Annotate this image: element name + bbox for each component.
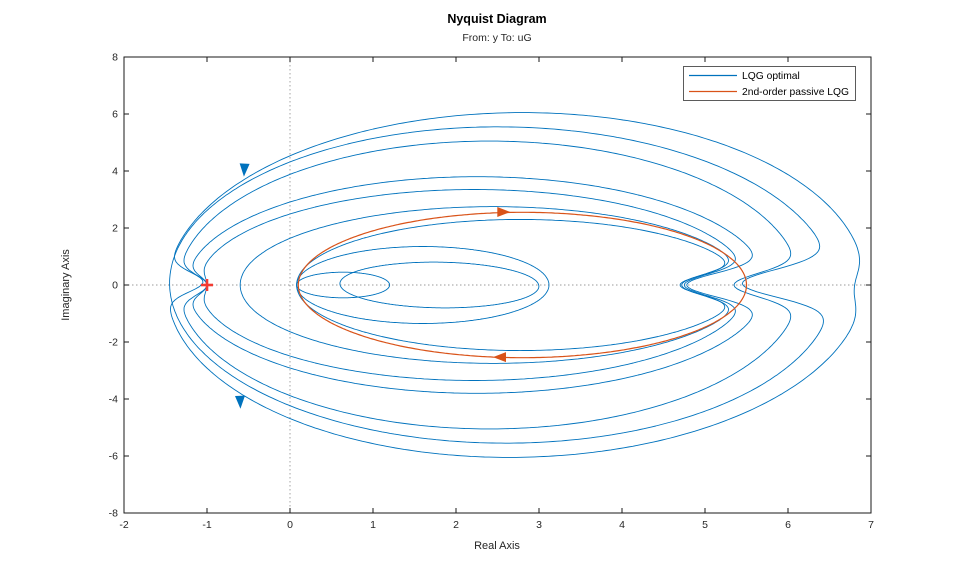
direction-arrow — [497, 207, 511, 217]
x-axis-label: Real Axis — [474, 540, 520, 552]
x-tick-label: 3 — [536, 519, 542, 531]
x-tick-label: 2 — [453, 519, 459, 531]
y-tick-label: -4 — [109, 394, 118, 406]
nyquist-loop[interactable] — [170, 112, 861, 458]
x-tick-label: 7 — [868, 519, 874, 531]
nyquist-loop[interactable] — [203, 189, 736, 381]
y-tick-label: -6 — [109, 451, 118, 463]
direction-arrow — [493, 352, 506, 363]
nyquist-loop[interactable] — [183, 140, 792, 430]
y-tick-label: -2 — [109, 337, 118, 349]
x-tick-label: -1 — [202, 519, 211, 531]
y-tick-label: 6 — [112, 109, 118, 121]
direction-arrow — [239, 163, 250, 177]
x-tick-label: 1 — [370, 519, 376, 531]
x-tick-label: -2 — [119, 519, 128, 531]
legend-label-lqg-optimal[interactable]: LQG optimal — [742, 71, 800, 82]
legend[interactable]: LQG optimal 2nd-order passive LQG — [683, 66, 856, 101]
y-tick-label: 8 — [112, 52, 118, 64]
legend-box — [683, 66, 856, 101]
y-axis-label: Imaginary Axis — [60, 249, 72, 321]
series-passive-lqg[interactable] — [297, 211, 748, 359]
nyquist-loop[interactable] — [169, 126, 824, 444]
y-tick-label: -8 — [109, 508, 118, 520]
chart-title: Nyquist Diagram — [447, 12, 546, 26]
y-tick-label: 4 — [112, 166, 118, 178]
chart-subtitle: From: y To: uG — [462, 32, 531, 44]
nyquist-loop[interactable] — [296, 271, 391, 299]
y-tick-label: 0 — [112, 280, 118, 292]
axes-box: -2 -1 0 1 2 3 4 5 6 7 -8 -6 -4 -2 0 2 4 6 8 — [109, 52, 874, 532]
y-tick-label: 2 — [112, 223, 118, 235]
legend-label-passive-lqg[interactable]: 2nd-order passive LQG — [742, 87, 849, 98]
x-tick-label: 0 — [287, 519, 293, 531]
x-tick-label: 4 — [619, 519, 625, 531]
x-tick-label: 5 — [702, 519, 708, 531]
x-tick-label: 6 — [785, 519, 791, 531]
direction-arrow — [234, 395, 245, 409]
annotations — [201, 163, 511, 409]
nyquist-loop[interactable] — [239, 206, 729, 364]
nyquist-loop[interactable] — [296, 246, 550, 324]
nyquist-loop[interactable] — [339, 261, 540, 309]
nyquist-loop[interactable] — [297, 211, 748, 359]
